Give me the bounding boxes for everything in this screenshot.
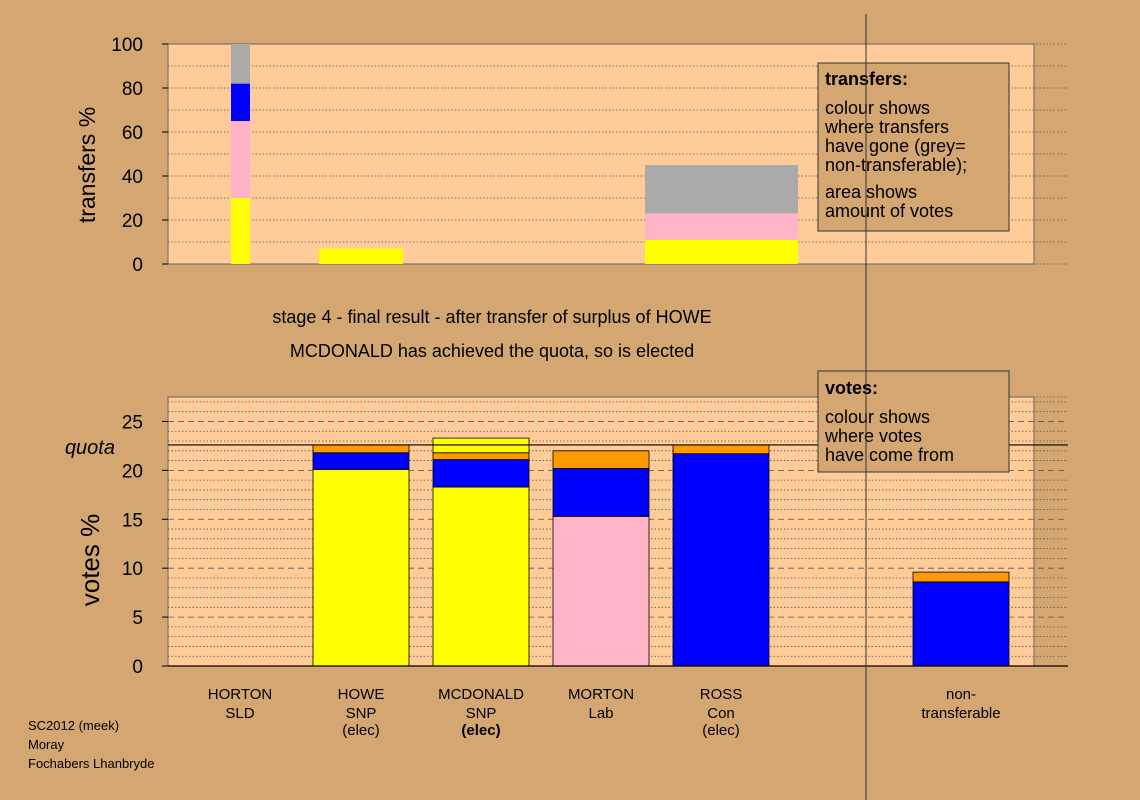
- votes-legend-line: colour shows: [825, 407, 930, 427]
- candidate-party-label: SNP: [346, 705, 377, 722]
- candidate-name-label: ROSS: [700, 686, 743, 703]
- candidate-status-label: (elec): [702, 722, 740, 739]
- candidate-party-label: SNP: [466, 705, 497, 722]
- transfers-y-axis-label: transfers %: [74, 107, 100, 223]
- votes-y-tick-label: 5: [132, 608, 143, 629]
- vote-bar-segment: [672, 453, 770, 667]
- transfers-y-tick-label: 40: [122, 167, 143, 188]
- transfer-bar-segment: [231, 121, 250, 198]
- votes-legend: [817, 370, 1010, 473]
- candidate-status-label: (elec): [342, 722, 380, 739]
- transfers-legend-line: non-transferable);: [825, 155, 967, 175]
- votes-legend-line: where votes: [824, 426, 922, 446]
- footer-line-2: Moray: [28, 737, 65, 752]
- candidate-status-label: (elec): [461, 722, 500, 739]
- candidate-name-label: non-: [946, 686, 976, 703]
- transfer-bar-segment: [645, 213, 798, 240]
- candidate-name-label: MORTON: [568, 686, 634, 703]
- candidate-party-label: transferable: [921, 705, 1000, 722]
- vote-bar-segment: [552, 450, 650, 469]
- transfers-legend-line: amount of votes: [825, 201, 953, 221]
- transfers-legend-line: area shows: [825, 182, 917, 202]
- candidate-party-label: SLD: [225, 705, 254, 722]
- vote-bar-segment: [912, 571, 1010, 583]
- vote-bar-segment: [432, 452, 530, 461]
- vote-bar-segment: [432, 459, 530, 488]
- candidate-party-label: Lab: [588, 705, 613, 722]
- transfer-bar-segment: [231, 44, 250, 84]
- candidate-name-label: HOWE: [338, 686, 385, 703]
- transfer-bar-segment: [645, 239, 798, 264]
- votes-y-tick-label: 0: [132, 657, 143, 678]
- vote-bar-segment: [312, 468, 410, 667]
- transfers-legend-line: have gone (grey=: [825, 136, 966, 156]
- transfers-legend: [817, 62, 1010, 232]
- vote-bar-segment: [552, 468, 650, 517]
- transfers-legend-line: where transfers: [824, 117, 949, 137]
- transfers-y-tick-label: 80: [122, 79, 143, 100]
- stage-title: stage 4 - final result - after transfer …: [272, 307, 711, 327]
- footer-line-1: SC2012 (meek): [28, 718, 120, 733]
- candidate-name-label: HORTON: [208, 686, 272, 703]
- transfers-legend-title: transfers:: [825, 69, 908, 89]
- transfer-bar-segment: [319, 248, 403, 264]
- transfers-y-tick-label: 60: [122, 123, 143, 144]
- quota-label: quota: [65, 437, 115, 459]
- transfers-chart: 0 20 40 60 80 100 transfers % transfers: colour …: [74, 35, 1068, 276]
- transfers-y-tick-label: 20: [122, 211, 143, 232]
- transfer-bar-segment: [231, 198, 250, 264]
- vote-bar-segment: [432, 486, 530, 667]
- vote-bar-segment: [672, 444, 770, 455]
- vote-bar-segment: [912, 581, 1010, 667]
- votes-y-axis-label: votes %: [75, 514, 105, 607]
- votes-legend-line: have come from: [825, 445, 954, 465]
- footer-line-3: Fochabers Lhanbryde: [28, 756, 155, 771]
- votes-y-tick-label: 20: [122, 461, 143, 482]
- vote-bar-segment: [312, 444, 410, 454]
- votes-y-tick-label: 25: [122, 412, 143, 433]
- votes-y-tick-label: 10: [122, 559, 143, 580]
- votes-y-tick-label: 15: [122, 510, 143, 531]
- transfer-bar-segment: [231, 83, 250, 121]
- vote-bar-segment: [552, 515, 650, 667]
- transfers-legend-line: colour shows: [825, 98, 930, 118]
- footer-info: SC2012 (meek) Moray Fochabers Lhanbryde: [28, 716, 154, 773]
- transfer-bar-segment: [645, 165, 798, 214]
- candidate-name-label: MCDONALD: [438, 686, 524, 703]
- vote-bar-segment: [312, 452, 410, 470]
- transfers-y-tick-label: 100: [111, 35, 143, 56]
- stage-subtitle: MCDONALD has achieved the quota, so is e…: [290, 341, 694, 361]
- transfers-y-tick-label: 0: [132, 255, 143, 276]
- votes-legend-title: votes:: [825, 378, 878, 398]
- candidate-party-label: Con: [707, 705, 735, 722]
